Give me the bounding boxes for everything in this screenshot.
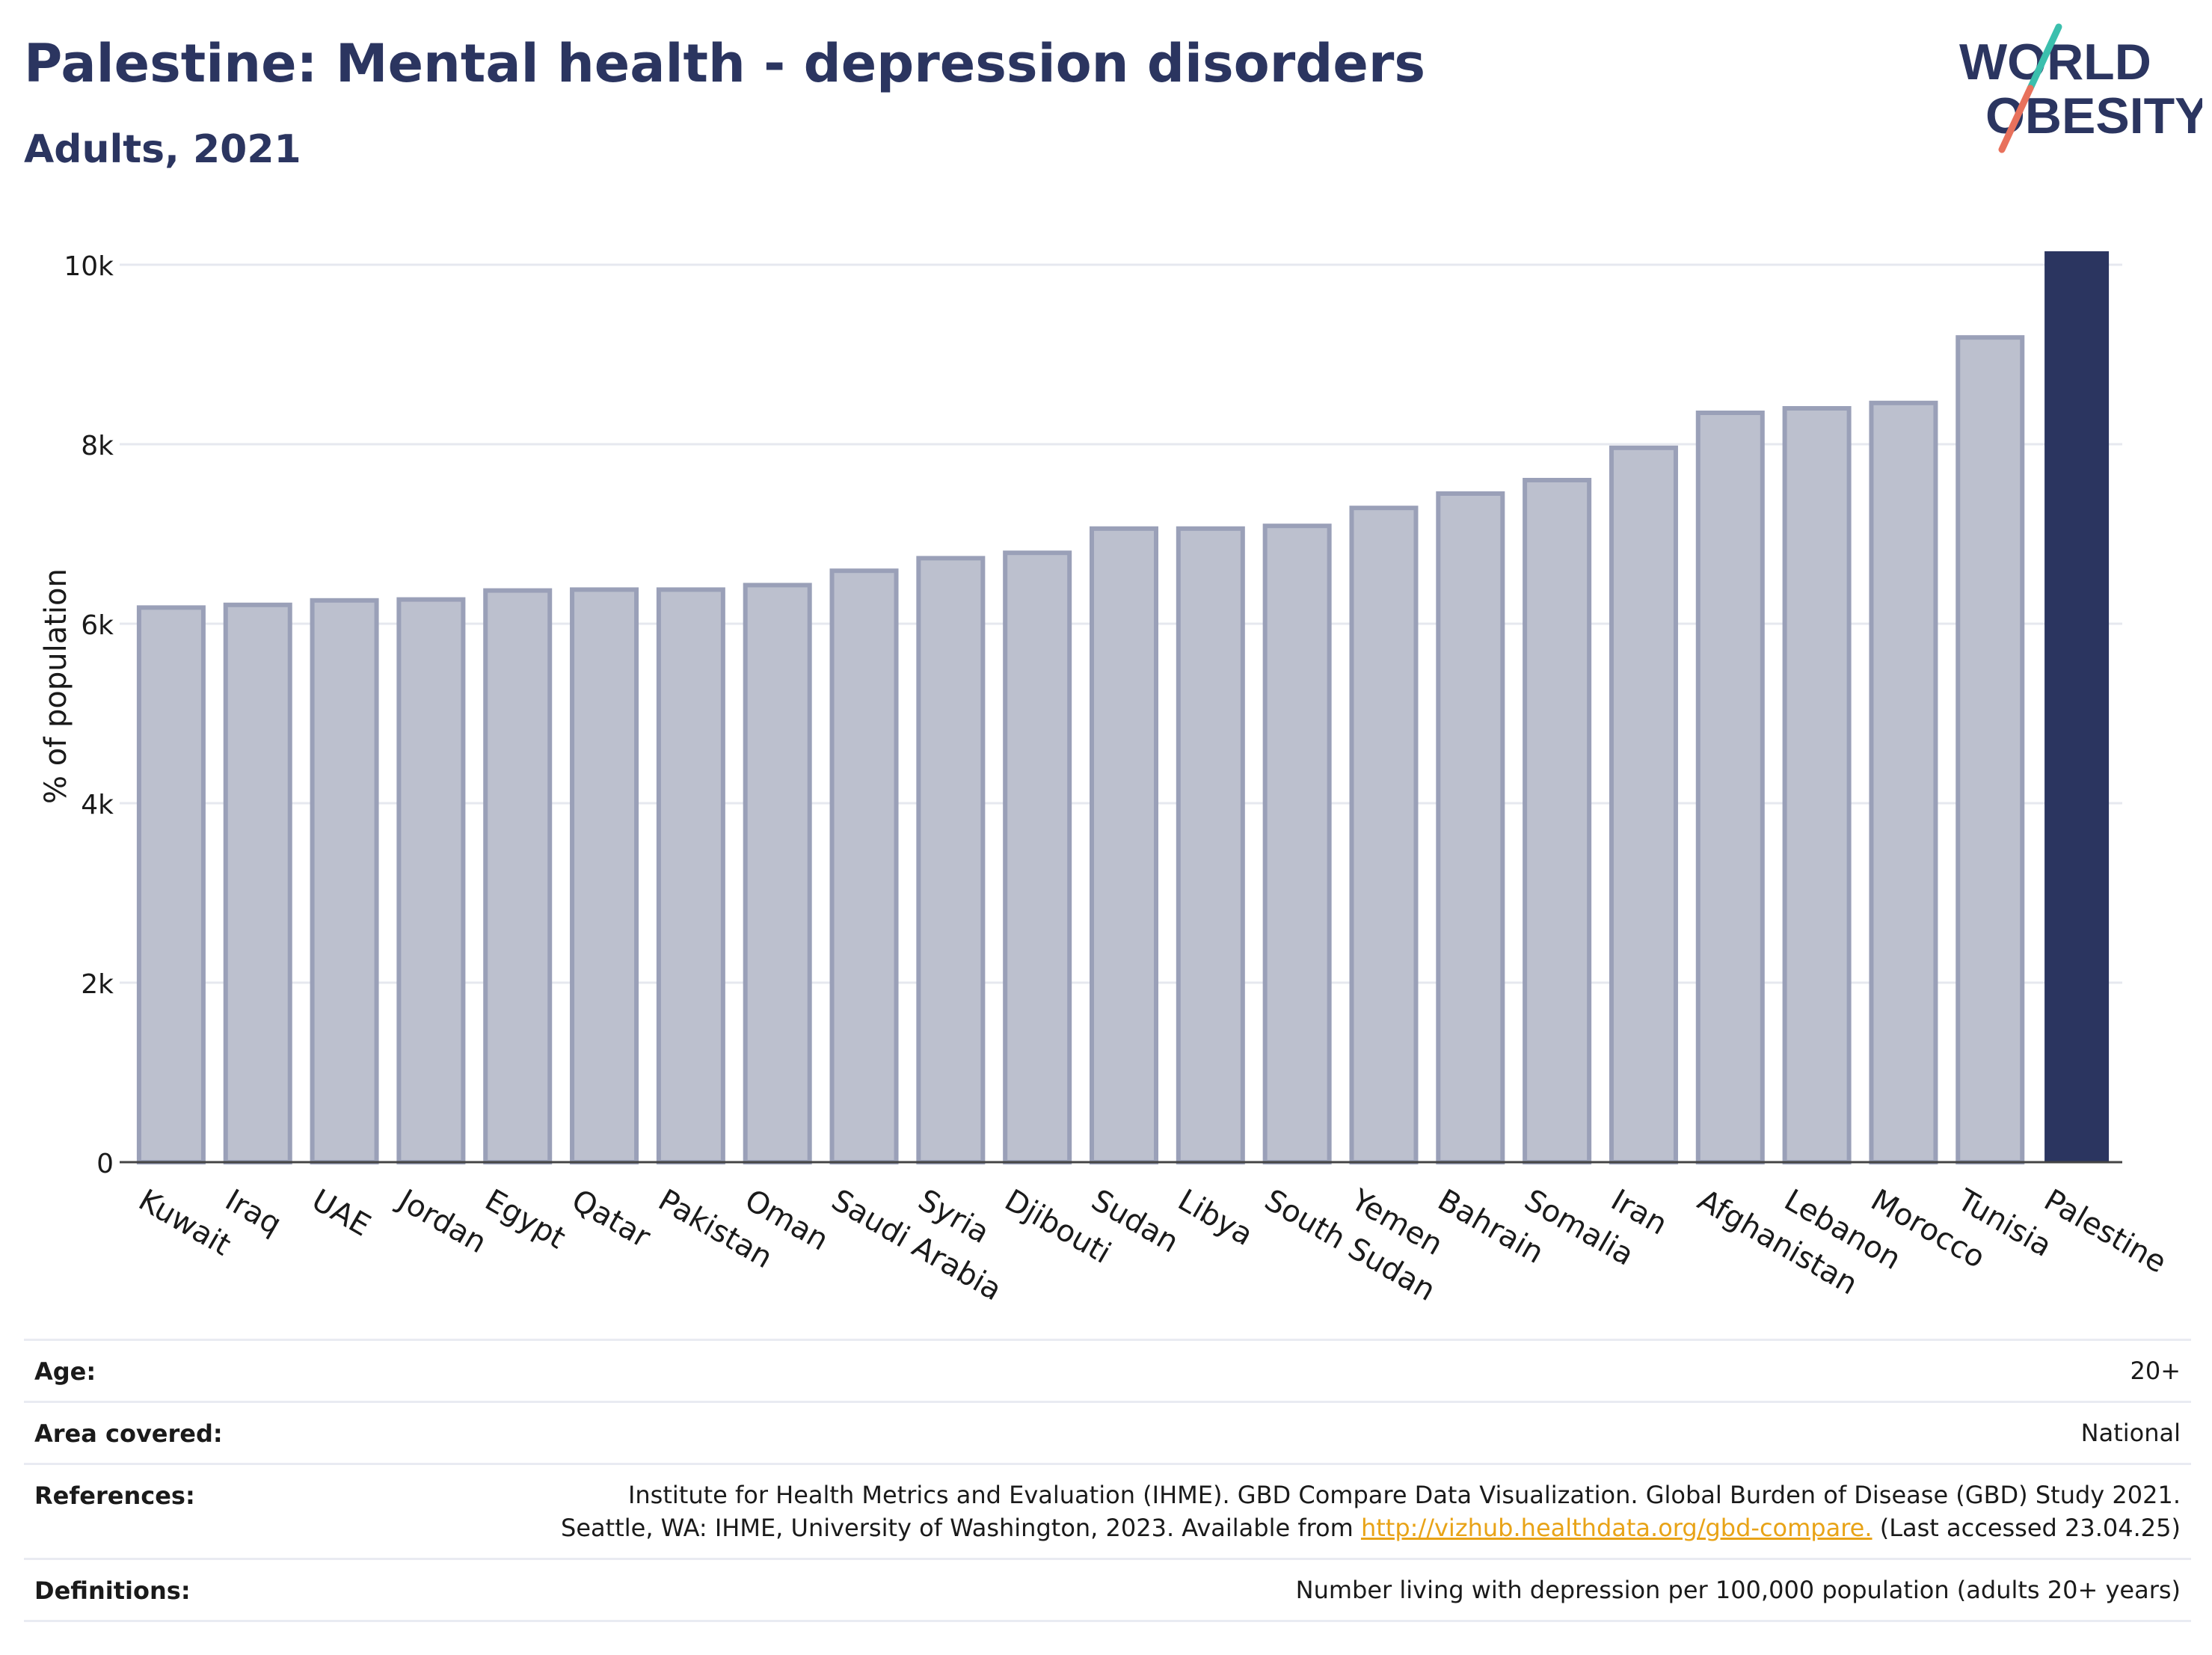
bars bbox=[136, 251, 2110, 1165]
meta-row-references: References: Institute for Health Metrics… bbox=[24, 1463, 2191, 1558]
bar-iraq bbox=[223, 602, 292, 1164]
meta-age-value: 20+ bbox=[2130, 1357, 2181, 1385]
bar-jordan bbox=[396, 597, 466, 1164]
logo-slash-teal bbox=[2027, 23, 2062, 92]
y-tick-label: 4k bbox=[81, 790, 114, 820]
y-tick-label: 10k bbox=[64, 251, 114, 282]
bar-morocco bbox=[1869, 400, 1938, 1164]
y-axis-label-wrap: % of population bbox=[9, 568, 91, 804]
x-tick-label: Jordan bbox=[390, 1182, 492, 1260]
bar-lebanon bbox=[1782, 406, 1852, 1164]
logo-word-obesity: OBESITY bbox=[1985, 87, 2202, 144]
y-axis-ticks: 0 2k 4k 6k 8k 10k bbox=[64, 251, 114, 1179]
x-tick-label: Egypt bbox=[479, 1183, 571, 1256]
x-tick-label: Libya bbox=[1172, 1183, 1259, 1253]
x-tick-label: UAE bbox=[306, 1183, 376, 1244]
bar-tunisia bbox=[1956, 335, 2025, 1165]
bar-sudan bbox=[1090, 526, 1158, 1164]
bar-oman bbox=[743, 583, 812, 1164]
y-tick-label: 8k bbox=[81, 431, 114, 461]
y-tick-label: 2k bbox=[81, 969, 114, 1000]
bar-uae bbox=[310, 598, 379, 1164]
meta-row-area: Area covered: National bbox=[24, 1401, 2191, 1463]
x-tick-label: Qatar bbox=[566, 1183, 657, 1255]
meta-definitions-label: Definitions: bbox=[34, 1576, 191, 1605]
meta-area-value: National bbox=[2080, 1419, 2181, 1447]
bar-kuwait bbox=[136, 605, 206, 1164]
bar-djibouti bbox=[1003, 550, 1072, 1164]
references-line-1: Institute for Health Metrics and Evaluat… bbox=[627, 1481, 2181, 1509]
bar-pakistan bbox=[656, 587, 725, 1164]
bar-bahrain bbox=[1436, 491, 1505, 1164]
bar-south-sudan bbox=[1262, 523, 1332, 1164]
metadata-table: Age: 20+ Area covered: National Referenc… bbox=[24, 1339, 2191, 1622]
references-line-2-post: (Last accessed 23.04.25) bbox=[1872, 1514, 2181, 1542]
y-tick-label: 6k bbox=[81, 610, 114, 641]
meta-references-label: References: bbox=[34, 1481, 195, 1510]
meta-definitions-value: Number living with depression per 100,00… bbox=[1295, 1576, 2181, 1604]
references-line-2: Seattle, WA: IHME, University of Washing… bbox=[561, 1511, 2181, 1544]
meta-references-value: Institute for Health Metrics and Evaluat… bbox=[561, 1479, 2181, 1544]
meta-row-definitions: Definitions: Number living with depressi… bbox=[24, 1558, 2191, 1622]
chart-title: Palestine: Mental health - depression di… bbox=[24, 33, 1426, 94]
logo-word-world: WORLD bbox=[1959, 34, 2151, 90]
bar-syria bbox=[916, 556, 986, 1164]
world-obesity-logo: WORLD OBESITY bbox=[1959, 23, 2202, 153]
references-link[interactable]: http://vizhub.healthdata.org/gbd-compare… bbox=[1360, 1514, 1872, 1542]
references-line-2-pre: Seattle, WA: IHME, University of Washing… bbox=[561, 1514, 1361, 1542]
x-tick-label: Kuwait bbox=[133, 1183, 237, 1263]
bar-libya bbox=[1176, 526, 1245, 1164]
bar-qatar bbox=[570, 587, 639, 1164]
x-tick-label: Palestine bbox=[2039, 1183, 2172, 1280]
y-axis-label: % of population bbox=[39, 568, 73, 804]
bar-saudi-arabia bbox=[829, 568, 899, 1164]
y-tick-label: 0 bbox=[96, 1149, 114, 1179]
bar-egypt bbox=[483, 588, 553, 1164]
meta-row-age: Age: 20+ bbox=[24, 1339, 2191, 1401]
bar-yemen bbox=[1349, 506, 1419, 1164]
meta-age-label: Age: bbox=[34, 1357, 96, 1386]
bar-palestine bbox=[2044, 251, 2110, 1162]
bar-somalia bbox=[1523, 478, 1592, 1164]
logo-slash-coral bbox=[1998, 85, 2034, 153]
chart-subtitle: Adults, 2021 bbox=[24, 127, 301, 172]
bar-afghanistan bbox=[1695, 411, 1765, 1164]
bar-iran bbox=[1609, 445, 1678, 1164]
meta-area-label: Area covered: bbox=[34, 1419, 223, 1448]
